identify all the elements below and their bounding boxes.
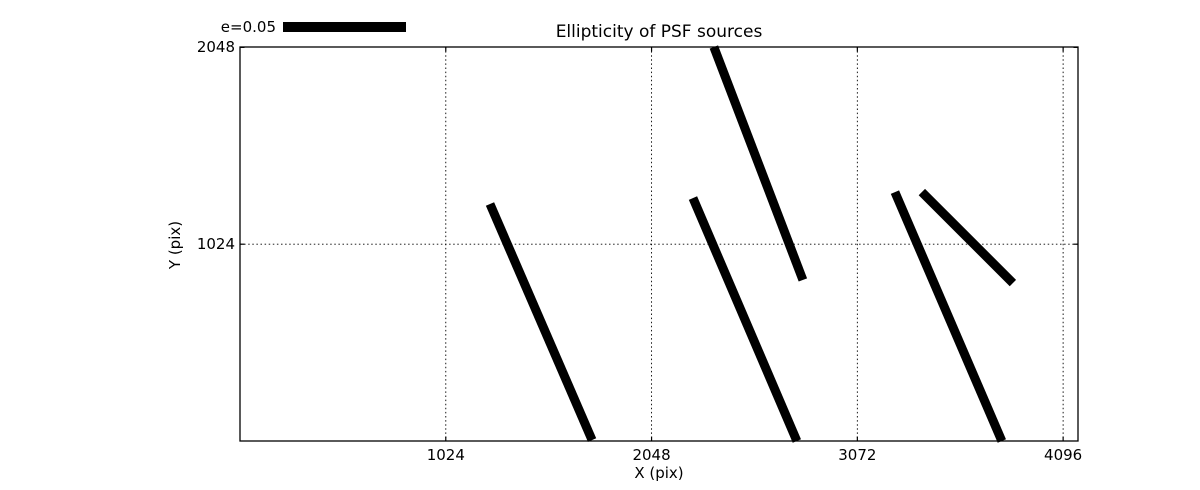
ellipticity-whisker [485, 202, 597, 442]
x-tick-label: 4096 [1044, 446, 1083, 464]
x-tick-label: 1024 [426, 446, 465, 464]
y-tick-label: 2048 [196, 38, 235, 57]
x-tick-label: 3072 [838, 446, 877, 464]
ellipticity-whisker [688, 196, 801, 443]
ellipticity-whisker [918, 188, 1017, 287]
ellipticity-whisker [890, 190, 1006, 443]
ellipticity-whisker [709, 45, 808, 282]
x-tick-label: 2048 [632, 446, 671, 464]
legend-sample-line-icon [283, 22, 406, 32]
y-tick-label: 1024 [196, 235, 235, 254]
x-axis-label: X (pix) [634, 464, 684, 482]
plot-title: Ellipticity of PSF sources [555, 22, 763, 42]
legend-label: e=0.05 [220, 18, 276, 36]
